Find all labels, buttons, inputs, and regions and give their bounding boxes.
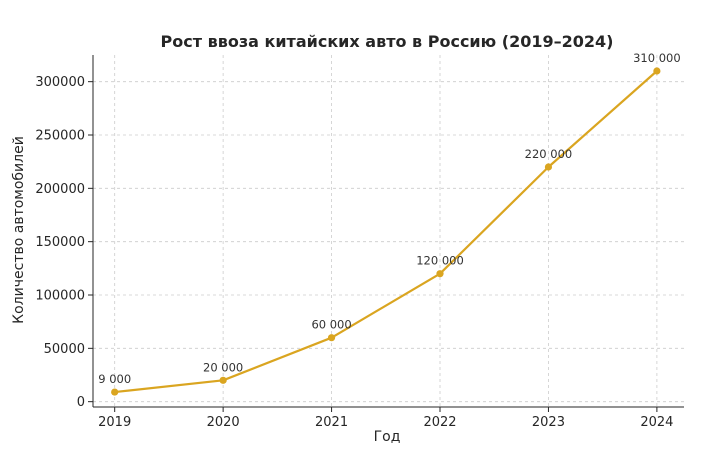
- axis-ticks: 0 50000 100000 150000 200000 250000 300000 2019…: [35, 75, 673, 430]
- data-point: [436, 270, 444, 278]
- y-tick-label: 200000: [35, 182, 85, 197]
- y-tick-label: 100000: [35, 289, 85, 304]
- data-point: [219, 376, 227, 384]
- data-label: 20 000: [203, 360, 243, 374]
- data-label: 60 000: [311, 318, 351, 332]
- x-tick-label: 2023: [532, 415, 565, 430]
- y-tick-label: 300000: [35, 75, 85, 90]
- data-labels: 9 000 20 000 60 000 120 000 220 000 310 000: [98, 51, 680, 386]
- y-axis-label: Количество автомобилей: [11, 136, 27, 324]
- data-label: 9 000: [98, 372, 131, 386]
- y-tick-label: 50000: [44, 342, 85, 357]
- x-axis-label: Год: [374, 429, 401, 445]
- series-layer: [111, 67, 661, 396]
- y-tick-label: 150000: [35, 235, 85, 250]
- x-tick-label: 2022: [423, 415, 456, 430]
- x-tick-label: 2019: [98, 415, 131, 430]
- data-point: [111, 388, 119, 396]
- data-label: 120 000: [416, 254, 464, 268]
- x-tick-label: 2024: [640, 415, 673, 430]
- data-point: [327, 334, 336, 342]
- series-line: [114, 70, 658, 394]
- data-point: [653, 67, 661, 75]
- axes-spines: [92, 55, 684, 408]
- chart-title: Рост ввоза китайских авто в Россию (2019…: [161, 32, 614, 51]
- data-label: 220 000: [525, 147, 573, 161]
- y-tick-label: 250000: [35, 129, 85, 144]
- x-tick-label: 2020: [207, 415, 240, 430]
- x-tick-label: 2021: [315, 415, 348, 430]
- grid: [93, 55, 684, 407]
- data-label: 310 000: [633, 51, 681, 65]
- y-tick-label: 0: [77, 395, 85, 410]
- data-point: [544, 163, 553, 171]
